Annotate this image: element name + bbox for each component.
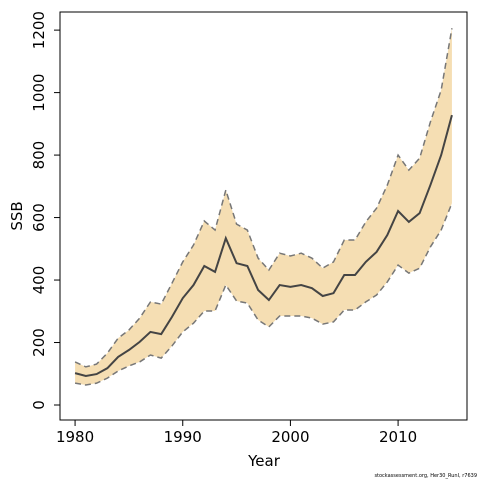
plot-frame: [59, 11, 468, 421]
y-tick-label: 0: [30, 400, 48, 410]
x-tick-label: 1980: [56, 428, 94, 446]
x-tick-label: 1990: [164, 428, 202, 446]
y-axis-label: SSB: [8, 201, 26, 230]
y-tick-label: 600: [30, 203, 48, 232]
lower-bound: [74, 202, 453, 386]
x-tick-label: 2000: [271, 428, 309, 446]
y-tick-label: 1200: [30, 11, 48, 49]
x-axis-label: Year: [247, 452, 281, 470]
y-tick-label: 400: [30, 266, 48, 295]
x-tick-label: 2010: [379, 428, 417, 446]
footer: stockassessment.org, Her30_RunI, r7639: [374, 473, 477, 479]
y-tick-label: 1000: [30, 74, 48, 112]
upper-bound: [74, 28, 453, 368]
y-tick-label: 200: [30, 328, 48, 357]
ssb-line: [74, 114, 453, 377]
confidence-band: [75, 28, 452, 386]
y-tick-label: 800: [30, 141, 48, 170]
